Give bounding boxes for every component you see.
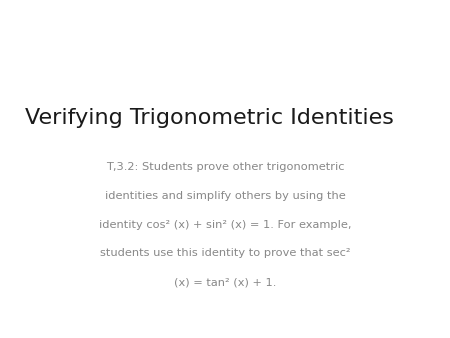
Text: (x) = tan² (x) + 1.: (x) = tan² (x) + 1. [174, 277, 276, 287]
Text: T,3.2: Students prove other trigonometric: T,3.2: Students prove other trigonometri… [106, 162, 344, 172]
Text: students use this identity to prove that sec²: students use this identity to prove that… [100, 248, 350, 259]
Text: Verifying Trigonometric Identities: Verifying Trigonometric Identities [25, 108, 394, 128]
Text: identity cos² (x) + sin² (x) = 1. For example,: identity cos² (x) + sin² (x) = 1. For ex… [99, 220, 351, 230]
Text: identities and simplify others by using the: identities and simplify others by using … [104, 191, 346, 201]
